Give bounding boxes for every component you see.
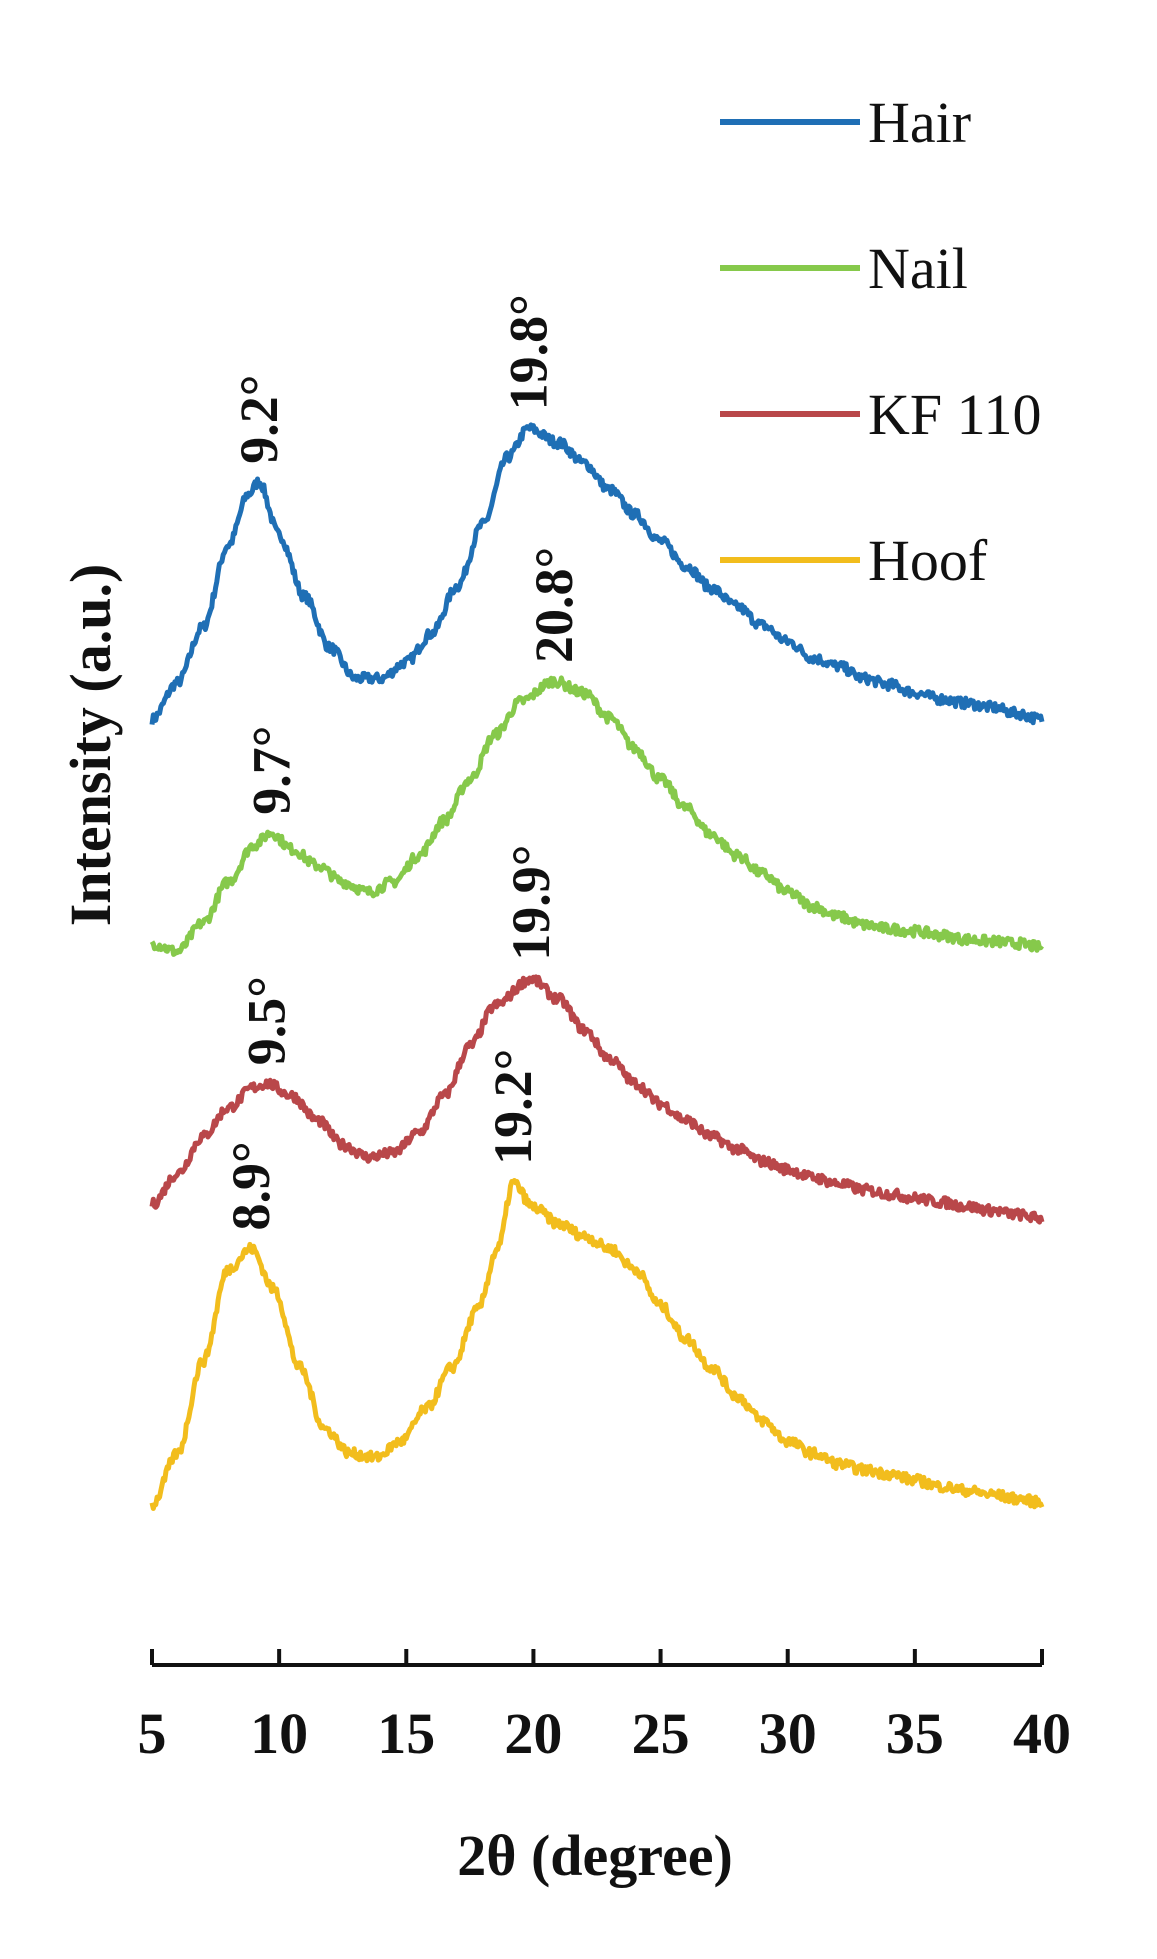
legend-label: KF 110	[868, 382, 1042, 447]
legend-label: Nail	[868, 236, 968, 301]
series-line-nail	[149, 675, 1044, 957]
peak-label: 9.5°	[236, 976, 296, 1065]
x-tick-label: 5	[138, 1701, 167, 1766]
legend: Hair Nail KF 110 Hoof	[720, 90, 1042, 593]
x-tick-label: 30	[759, 1701, 817, 1766]
series-line-hair	[149, 422, 1045, 726]
x-tick-label: 10	[250, 1701, 308, 1766]
peak-label: 20.8°	[524, 547, 584, 663]
x-tick-label: 20	[504, 1701, 562, 1766]
x-tick-label: 15	[377, 1701, 435, 1766]
legend-label: Hair	[868, 90, 971, 155]
x-tick-label: 40	[1013, 1701, 1071, 1766]
peak-label: 19.9°	[501, 845, 561, 961]
legend-label: Hoof	[868, 528, 988, 593]
peak-label: 19.8°	[498, 294, 558, 410]
x-axis-title: 2θ (degree)	[457, 1823, 733, 1888]
series-layer	[149, 422, 1045, 1511]
series-line-kf-110	[149, 974, 1045, 1225]
series-line-hoof	[149, 1178, 1045, 1511]
peak-label: 9.7°	[242, 726, 302, 815]
peak-label: 19.2°	[483, 1049, 543, 1165]
peak-label: 9.2°	[229, 375, 289, 464]
y-axis-title: Intensity (a.u.)	[58, 564, 123, 927]
peak-label: 8.9°	[221, 1141, 281, 1230]
peak-label-layer: 9.2° 19.8° 9.7° 20.8° 9.5° 19.9° 8.9° 19.2°	[221, 294, 584, 1230]
x-tick-label: 35	[886, 1701, 944, 1766]
x-ticks: 5 10 15 20 25 30 35 40	[138, 1649, 1071, 1766]
x-tick-label: 25	[632, 1701, 690, 1766]
